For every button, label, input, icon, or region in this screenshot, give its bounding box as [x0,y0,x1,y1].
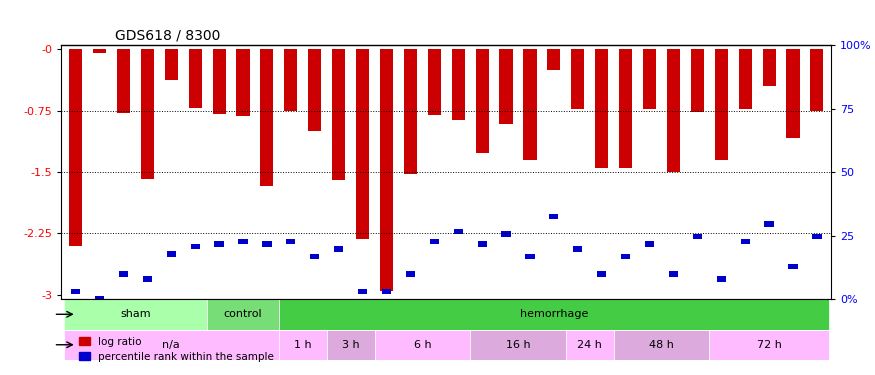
Bar [261,49,274,186]
Text: 16 h: 16 h [506,340,530,350]
Text: n/a: n/a [163,340,180,350]
Bar [430,238,439,244]
Bar [428,49,441,116]
Bar [69,49,82,246]
Bar [787,49,800,138]
Text: GDS618 / 8300: GDS618 / 8300 [116,28,220,42]
Bar [236,49,249,116]
Bar [523,49,536,160]
Bar [403,49,417,174]
Bar [310,254,319,260]
Bar [166,251,176,257]
Bar [501,231,511,237]
Bar [214,241,224,247]
Bar [619,49,632,168]
Bar [452,49,465,120]
Bar [715,49,728,160]
Bar [613,330,710,360]
Bar [380,49,393,291]
Bar [740,238,750,244]
Bar [812,234,822,239]
Bar [762,49,775,86]
Bar [621,254,630,260]
Bar [475,49,489,153]
Bar [547,49,560,70]
Bar [668,271,678,277]
Text: 24 h: 24 h [578,340,602,350]
Bar [710,330,829,360]
Bar [566,330,613,360]
Bar [332,49,346,180]
Bar [643,49,656,109]
Bar [213,49,226,114]
Bar [525,254,535,260]
Text: 48 h: 48 h [649,340,674,350]
Bar [550,214,558,219]
Bar [667,49,680,172]
Bar [238,238,248,244]
Bar [207,299,279,330]
Bar [71,289,80,294]
Bar [717,276,726,282]
Text: sham: sham [120,309,150,319]
Bar [374,330,470,360]
Bar [189,49,202,108]
Bar [279,299,829,330]
Bar [286,238,296,244]
Text: control: control [224,309,262,319]
Bar [693,234,702,239]
Bar [164,49,178,80]
Bar [191,244,200,249]
Bar [143,276,152,282]
Text: 6 h: 6 h [414,340,431,350]
Bar [470,330,566,360]
Bar [573,246,583,252]
Bar [500,49,513,124]
Bar [117,49,130,113]
Bar [571,49,584,109]
Bar [810,49,823,111]
Bar [262,241,271,247]
Bar [326,330,374,360]
Bar [94,296,104,302]
Text: 1 h: 1 h [294,340,311,350]
Bar [788,264,798,269]
Bar [279,330,326,360]
Bar [382,289,391,294]
Bar [334,246,343,252]
Bar [64,299,207,330]
Bar [358,289,368,294]
Bar [93,49,106,53]
Bar [141,49,154,178]
Bar [690,49,704,112]
Bar [597,271,606,277]
Bar [765,221,774,227]
Bar [738,49,752,109]
Text: hemorrhage: hemorrhage [520,309,588,319]
Legend: log ratio, percentile rank within the sample: log ratio, percentile rank within the sa… [75,333,278,366]
Bar [284,49,298,111]
Bar [64,330,279,360]
Bar [595,49,608,168]
Bar [406,271,415,277]
Bar [645,241,654,247]
Text: 72 h: 72 h [757,340,781,350]
Bar [453,229,463,234]
Bar [119,271,128,277]
Bar [308,49,321,131]
Bar [478,241,487,247]
Bar [356,49,369,239]
Text: 3 h: 3 h [342,340,360,350]
